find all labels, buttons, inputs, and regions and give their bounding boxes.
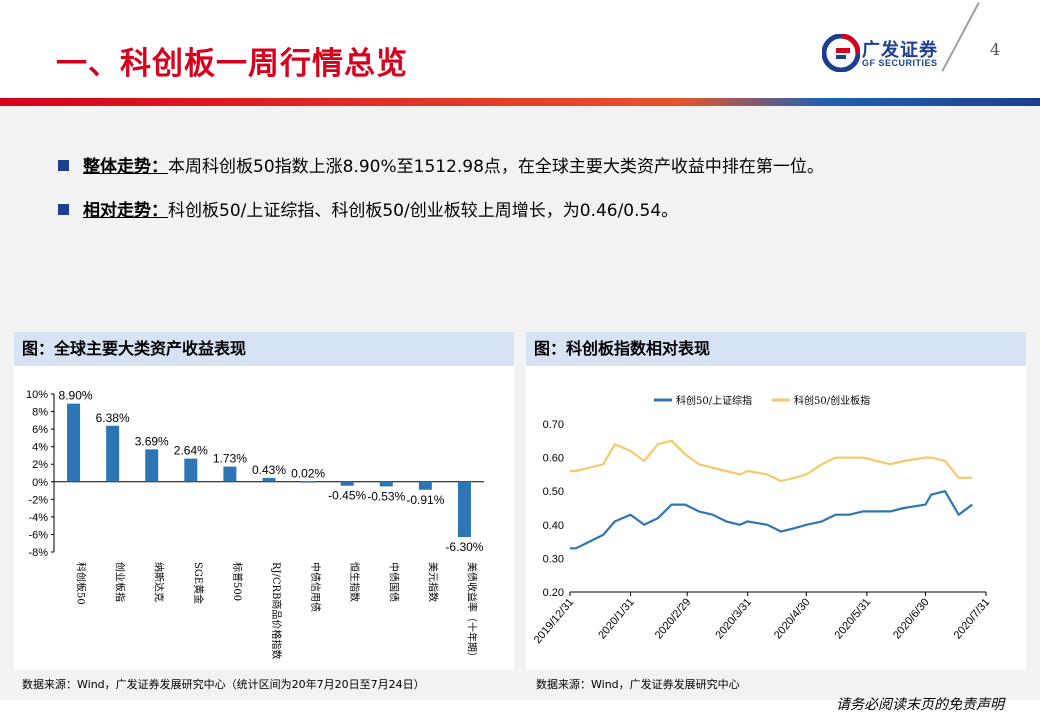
logo-text-cn: 广发证券 bbox=[862, 40, 938, 61]
y-tick-label: 0.50 bbox=[543, 486, 564, 498]
x-tick-label: 2020/7/31 bbox=[952, 596, 993, 641]
data-label-7: -0.45% bbox=[328, 489, 366, 503]
y-tick-label: 0.60 bbox=[543, 453, 564, 465]
y-tick-label: 8% bbox=[32, 407, 48, 419]
category-label-1: 创业板指 bbox=[114, 562, 127, 602]
bullet-label: 整体走势： bbox=[83, 157, 168, 177]
data-label-1: 6.38% bbox=[96, 411, 130, 425]
bar-8 bbox=[379, 481, 393, 487]
bullet-label: 相对走势： bbox=[83, 201, 168, 221]
bar-3 bbox=[184, 458, 198, 482]
bar-0 bbox=[67, 403, 81, 482]
data-label-2: 3.69% bbox=[135, 434, 169, 448]
y-tick-label: 0.70 bbox=[543, 419, 564, 431]
category-label-5: RJ/CRB商品价格指数 bbox=[270, 562, 283, 659]
disclaimer: 请务必阅读末页的免责声明 bbox=[836, 697, 1004, 713]
relative-performance-title: 图：科创板指数相对表现 bbox=[526, 332, 1026, 366]
gf-logo-icon bbox=[822, 34, 860, 72]
bar-6 bbox=[301, 481, 315, 483]
category-label-10: 美债收益率（十年期） bbox=[465, 562, 478, 662]
data-label-8: -0.53% bbox=[367, 489, 405, 503]
y-tick-label: -8% bbox=[28, 547, 48, 559]
category-label-3: SGE黄金 bbox=[192, 562, 205, 604]
data-label-5: 0.43% bbox=[252, 463, 286, 477]
x-tick-label: 2020/6/30 bbox=[891, 596, 932, 641]
logo-text-en: GF SECURITIES bbox=[862, 58, 938, 68]
y-tick-label: -4% bbox=[28, 512, 48, 524]
y-tick-label: 0.30 bbox=[543, 553, 564, 565]
right-source-note: 数据来源：Wind，广发证券发展研究中心 bbox=[536, 678, 740, 691]
company-logo: 广发证券 GF SECURITIES bbox=[822, 34, 952, 74]
category-label-2: 纳斯达克 bbox=[153, 562, 166, 602]
bullet-relative-trend: 相对走势：科创板50/上证综指、科创板50/创业板较上周增长，为0.46/0.5… bbox=[58, 196, 678, 221]
x-tick-label: 2020/3/31 bbox=[713, 596, 754, 641]
y-tick-label: 10% bbox=[26, 389, 48, 401]
bar-4 bbox=[223, 466, 237, 482]
bar-10 bbox=[457, 481, 471, 538]
bullet-text: 本周科创板50指数上涨8.90%至1512.98点，在全球主要大类资产收益中排在… bbox=[168, 157, 824, 177]
y-tick-label: 6% bbox=[32, 424, 48, 436]
y-tick-label: 0% bbox=[32, 477, 48, 489]
bar-1 bbox=[106, 425, 120, 482]
legend-label-1: 科创50/创业板指 bbox=[794, 394, 870, 407]
category-label-9: 美元指数 bbox=[426, 562, 439, 602]
series-line-0 bbox=[570, 490, 973, 550]
data-label-9: -0.91% bbox=[406, 493, 444, 507]
category-label-8: 中债国债 bbox=[387, 562, 400, 602]
data-label-0: 8.90% bbox=[59, 389, 93, 403]
y-tick-label: -6% bbox=[28, 529, 48, 541]
data-label-10: -6.30% bbox=[445, 540, 483, 554]
bullet-square-icon bbox=[58, 204, 69, 215]
header-accent-blue bbox=[680, 98, 1040, 106]
slide-title: 一、科创板一周行情总览 bbox=[56, 46, 408, 82]
x-tick-label: 2020/4/30 bbox=[772, 596, 813, 641]
y-tick-label: 0.20 bbox=[543, 587, 564, 599]
asset-returns-bar-chart: 10% 8% 6% 4% 2% 0% -2% -4% -6% -8% 8.90% 科创板50 6.38%… bbox=[26, 389, 484, 662]
bar-9 bbox=[418, 481, 432, 490]
bar-7 bbox=[340, 481, 354, 486]
left-source-note: 数据来源：Wind，广发证券发展研究中心（统计区间为20年7月20日至7月24日… bbox=[22, 678, 425, 691]
y-tick-label: 0.40 bbox=[543, 520, 564, 532]
asset-returns-panel: 图：全球主要大类资产收益表现 10% 8% 6% 4% 2% 0% -2% -4% -6% -8%… bbox=[14, 332, 514, 670]
category-label-6: 中债信用债 bbox=[309, 562, 322, 612]
page-number: 4 bbox=[990, 40, 1001, 59]
bar-5 bbox=[262, 478, 276, 482]
relative-performance-line-chart: 科创50/上证综指 科创50/创业板指 0.70 0.60 0.50 0.40 0.30 0.… bbox=[532, 394, 993, 646]
bullet-text: 科创板50/上证综指、科创板50/创业板较上周增长，为0.46/0.54。 bbox=[168, 201, 679, 221]
header-accent-red bbox=[0, 98, 680, 106]
y-tick-label: 2% bbox=[32, 459, 48, 471]
y-tick-label: -2% bbox=[28, 494, 48, 506]
x-tick-label: 2020/1/31 bbox=[596, 596, 637, 641]
data-label-6: 0.02% bbox=[291, 467, 325, 481]
category-label-7: 恒生指数 bbox=[348, 562, 361, 602]
data-label-4: 1.73% bbox=[213, 452, 247, 466]
bullet-overall-trend: 整体走势：本周科创板50指数上涨8.90%至1512.98点，在全球主要大类资产… bbox=[58, 152, 824, 177]
y-tick-label: 4% bbox=[32, 442, 48, 454]
relative-performance-panel: 图：科创板指数相对表现 科创50/上证综指 科创50/创业板指 0.70 0.60 0.… bbox=[526, 332, 1026, 670]
data-label-3: 2.64% bbox=[174, 444, 208, 458]
bullet-square-icon bbox=[58, 160, 69, 171]
x-tick-label: 2020/5/31 bbox=[833, 596, 874, 641]
x-tick-label: 2020/2/29 bbox=[653, 596, 694, 641]
asset-returns-title: 图：全球主要大类资产收益表现 bbox=[14, 332, 514, 366]
category-label-4: 标普500 bbox=[231, 562, 244, 601]
series-line-1 bbox=[570, 439, 973, 483]
legend-label-0: 科创50/上证综指 bbox=[676, 394, 752, 407]
bar-2 bbox=[145, 449, 159, 482]
category-label-0: 科创板50 bbox=[75, 562, 88, 605]
x-tick-label: 2019/12/31 bbox=[532, 596, 577, 646]
